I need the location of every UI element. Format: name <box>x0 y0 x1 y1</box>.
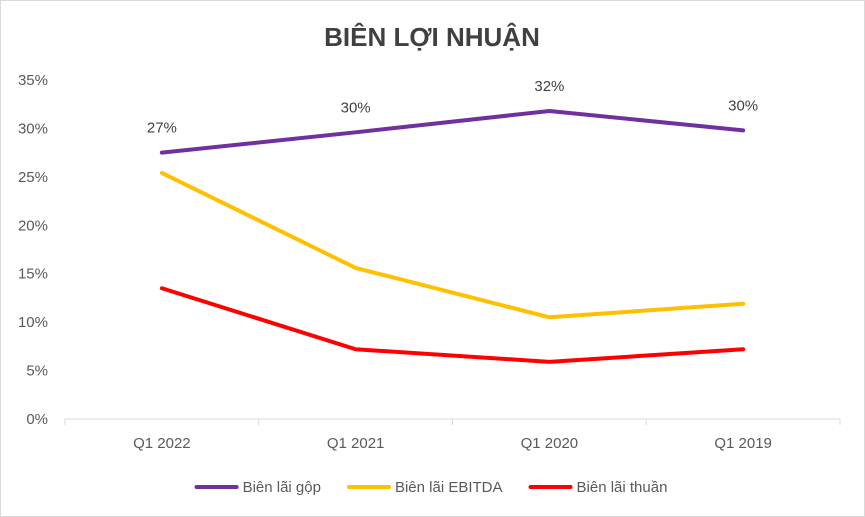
legend: Biên lãi gộp Biên lãi EBITDA Biên lãi thuầ… <box>194 479 668 496</box>
y-axis-ticks: 0% 5% 10% 15% 20% 25% 30% 35% <box>18 72 48 428</box>
x-tick-label: Q1 2019 <box>714 435 772 452</box>
y-tick-label: 5% <box>26 363 48 380</box>
legend-item: Biên lãi gộp <box>194 479 321 496</box>
series-line-2 <box>159 170 746 320</box>
y-tick-label: 35% <box>18 72 48 89</box>
y-tick-label: 10% <box>18 314 48 331</box>
data-label: 30% <box>341 99 371 116</box>
data-label: 27% <box>147 120 177 137</box>
y-tick-label: 25% <box>18 169 48 186</box>
legend-label: Biên lãi thuần <box>577 479 668 496</box>
y-tick-label: 20% <box>18 217 48 234</box>
y-tick-label: 30% <box>18 120 48 137</box>
data-label: 30% <box>728 97 758 114</box>
data-labels: 27% 30% 32% 30% <box>147 78 758 137</box>
legend-item: Biên lãi EBITDA <box>346 479 503 496</box>
legend-item: Biên lãi thuần <box>528 479 668 496</box>
data-label: 32% <box>534 78 564 95</box>
legend-label: Biên lãi EBITDA <box>395 479 503 496</box>
y-tick-label: 0% <box>26 411 48 428</box>
x-tick-label: Q1 2022 <box>133 435 191 452</box>
x-tick-label: Q1 2020 <box>521 435 579 452</box>
y-tick-label: 15% <box>18 266 48 283</box>
series-line-3 <box>159 286 746 364</box>
chart-title: BIÊN LỢI NHUẬN <box>324 22 540 52</box>
series-lines <box>159 108 746 364</box>
x-tick-label: Q1 2021 <box>327 435 385 452</box>
legend-label: Biên lãi gộp <box>243 479 321 496</box>
series-line-1 <box>159 108 746 155</box>
x-axis-ticks: Q1 2022 Q1 2021 Q1 2020 Q1 2019 <box>64 419 841 452</box>
